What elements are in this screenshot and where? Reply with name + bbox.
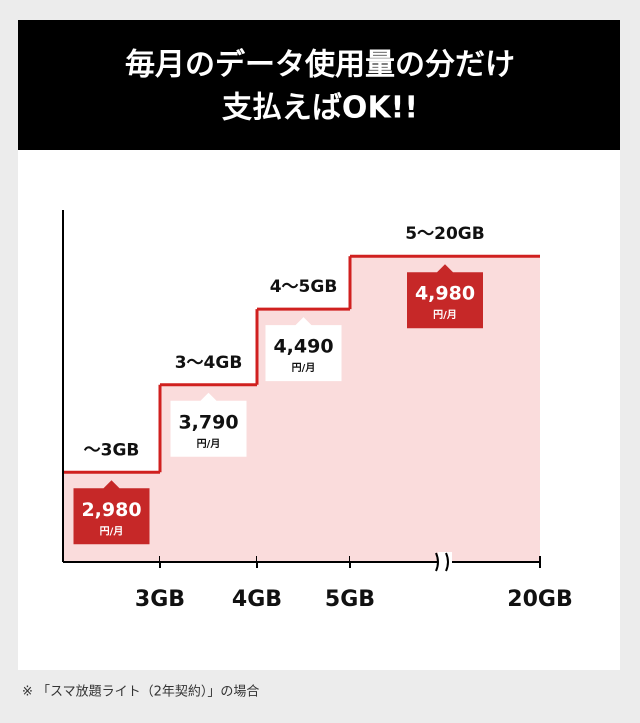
tier-label: 4～5GB [270, 277, 338, 297]
price-box [265, 317, 342, 382]
price-label: 4,980 [415, 283, 475, 305]
header [18, 20, 620, 150]
price-unit: 円/月 [197, 438, 221, 450]
axis-break [435, 552, 449, 572]
x-tick-label: 5GB [325, 587, 375, 612]
price-box [170, 392, 247, 457]
footnote: ※ 「スマ放題ライト（2年契約）」の場合 [22, 685, 259, 700]
price-unit: 円/月 [292, 362, 316, 374]
price-label: 2,980 [81, 499, 141, 521]
price-label: 4,490 [273, 336, 333, 358]
price-unit: 円/月 [100, 525, 124, 537]
tier-label: ～3GB [84, 440, 140, 460]
price-unit: 円/月 [433, 309, 457, 321]
tier-label: 3～4GB [175, 353, 243, 373]
price-label: 3,790 [178, 411, 238, 433]
title-line: 毎月のデータ使用量の分だけ [125, 48, 515, 83]
price-box [73, 480, 150, 545]
price-box [407, 264, 483, 329]
axis-break-gap [438, 552, 452, 572]
x-tick-label: 20GB [507, 587, 572, 612]
x-tick-label: 3GB [135, 587, 185, 612]
x-tick-label: 4GB [232, 587, 282, 612]
tier-label: 5～20GB [405, 224, 484, 244]
title-line: 支払えばOK!! [222, 91, 418, 126]
